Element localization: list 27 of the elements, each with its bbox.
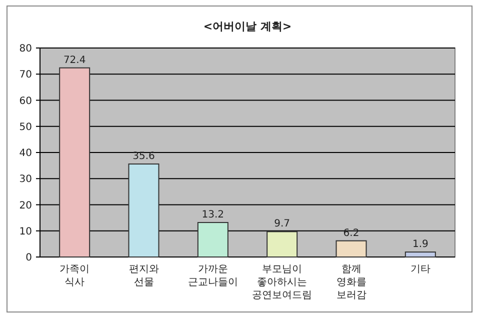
- y-tick-label: 60: [19, 96, 32, 107]
- bar: [336, 240, 367, 258]
- bar: [197, 222, 228, 258]
- bar: [59, 67, 90, 258]
- x-tick-label: 가까운 근교나들이: [188, 264, 238, 288]
- data-label: 9.7: [274, 218, 290, 230]
- data-label: 1.9: [412, 239, 428, 250]
- bar: [128, 163, 160, 258]
- y-tick-label: 0: [26, 252, 32, 264]
- data-label: 35.6: [132, 150, 155, 162]
- data-label: 72.4: [63, 54, 86, 66]
- x-tick-label: 편지와 선물: [128, 264, 159, 288]
- y-tick-label: 20: [19, 200, 32, 212]
- bar: [266, 231, 298, 258]
- x-tick-label: 함께 영화를 보러감: [336, 264, 366, 301]
- x-tick-label: 부모님이 좋아하시는 공연보여드림: [252, 264, 312, 301]
- y-tick-label: 50: [19, 122, 32, 133]
- y-tick-label: 70: [19, 70, 32, 81]
- y-tick-label: 30: [19, 174, 32, 186]
- y-tick-label: 40: [19, 148, 32, 159]
- x-tick-label: 가족이 식사: [60, 264, 90, 288]
- y-tick-label: 10: [19, 226, 32, 238]
- data-label: 13.2: [202, 210, 224, 221]
- chart-title: <어버이날 계획>: [203, 20, 292, 33]
- x-tick-label: 기타: [410, 264, 430, 275]
- bar: [404, 252, 436, 258]
- y-tick-label: 80: [19, 44, 32, 54]
